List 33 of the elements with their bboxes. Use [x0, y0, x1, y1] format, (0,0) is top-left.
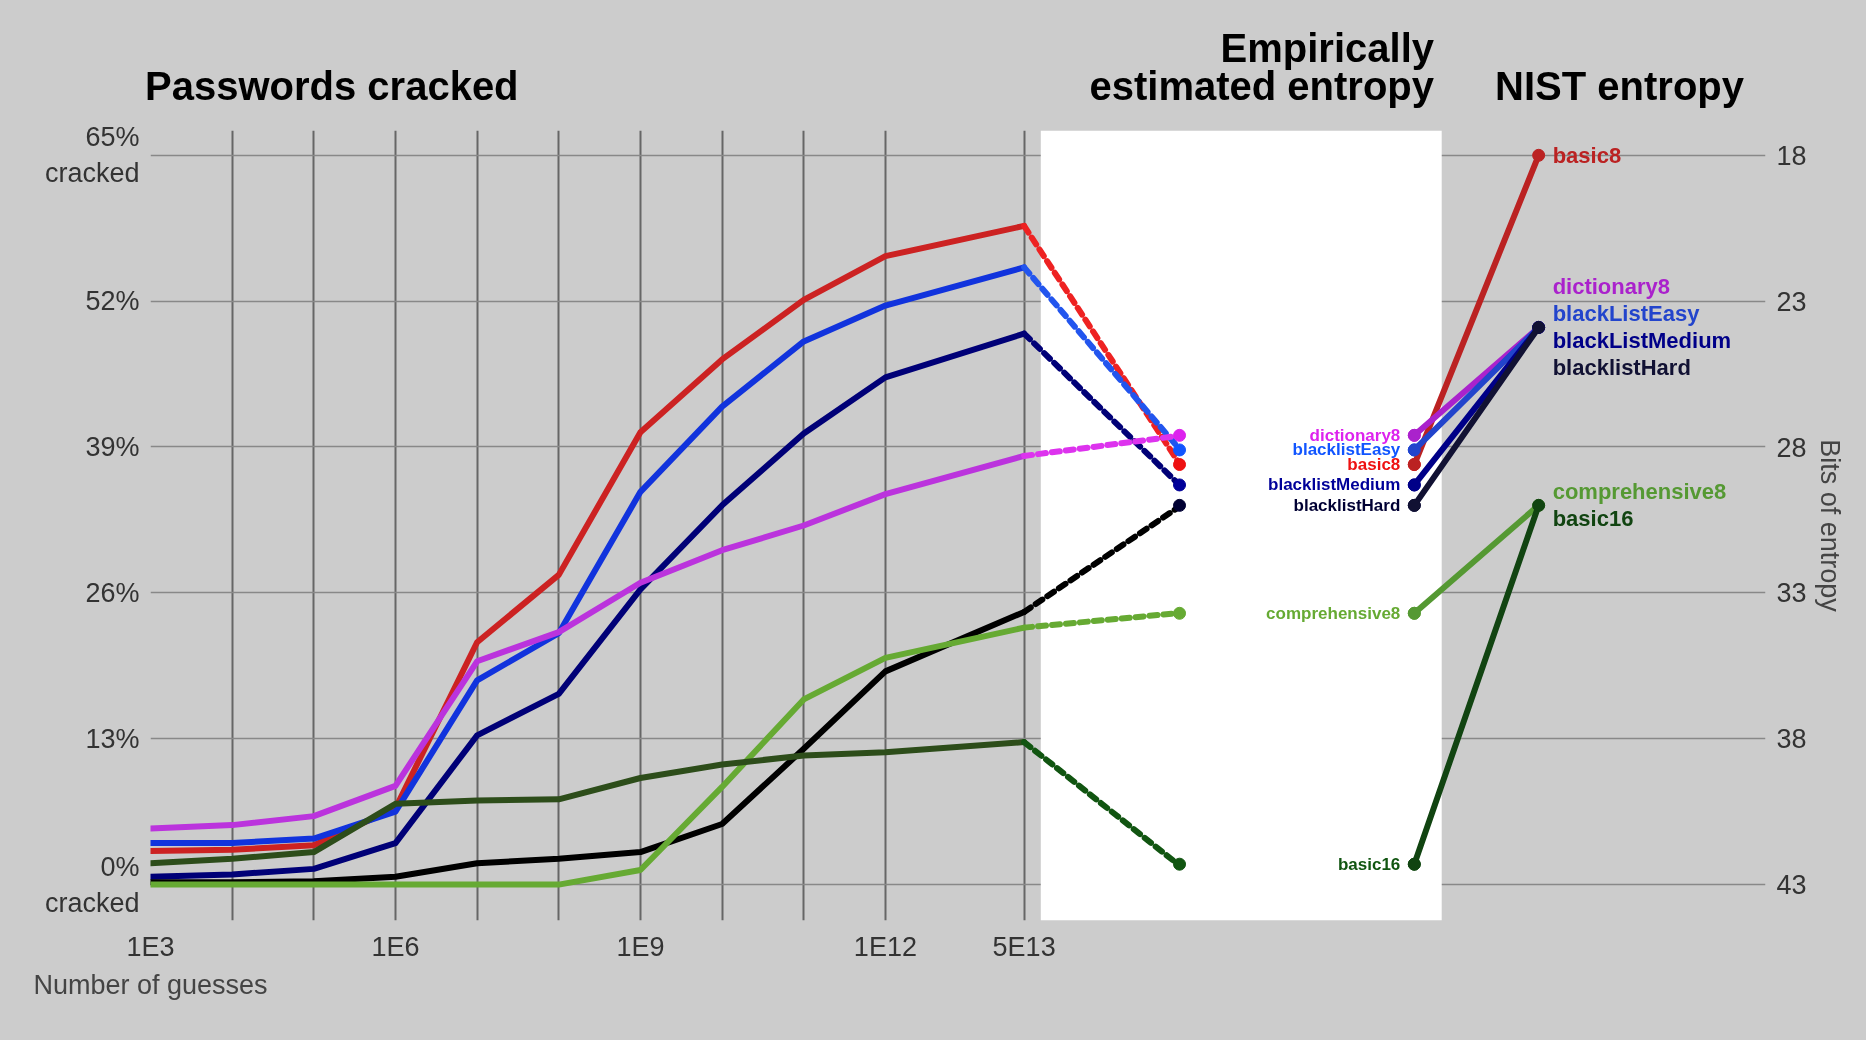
x-tick-label: 1E9 — [616, 931, 665, 962]
y-tick-label: 52% — [85, 286, 140, 317]
text: Empirically estimated entropy — [1089, 26, 1434, 108]
y2-tick-label: 38 — [1776, 724, 1807, 755]
series-label: dictionary8 — [1552, 274, 1671, 300]
text: NIST entropy — [1495, 64, 1744, 108]
x-axis-title: Number of guesses — [33, 969, 268, 1000]
x-tick-label: 1E6 — [371, 931, 420, 962]
y-tick-label: 39% — [85, 431, 140, 462]
y2-tick-label: 23 — [1776, 286, 1807, 317]
series-label: comprehensive8 — [1552, 479, 1727, 505]
chart-title: Passwords cracked — [145, 64, 519, 108]
x-tick-label: 1E3 — [126, 931, 175, 962]
series-label: blackListMedium — [1552, 328, 1732, 354]
series-label: basic8 — [1552, 142, 1622, 168]
x-tick-label: 1E12 — [853, 931, 917, 962]
y-tick-label: 0% cracked — [44, 851, 140, 918]
y2-tick-label: 43 — [1776, 870, 1807, 901]
series-label: blacklistHard — [1293, 495, 1401, 515]
series-label: blacklistHard — [1552, 355, 1691, 381]
series-label: comprehensive8 — [1266, 603, 1401, 623]
y2-tick-label: 18 — [1776, 140, 1807, 171]
y-tick-label: 26% — [85, 577, 140, 608]
series-label: blackListEasy — [1552, 301, 1701, 327]
y2-tick-label: 33 — [1776, 578, 1807, 609]
y2-axis-title: Bits of entropy — [1814, 439, 1845, 613]
y-tick-label: 13% — [85, 723, 140, 754]
series-label: blacklistMedium — [1268, 475, 1401, 495]
y-tick-label: 65% cracked — [44, 122, 140, 189]
series-label: basic16 — [1552, 506, 1634, 532]
y2-tick-label: 28 — [1776, 432, 1807, 463]
x-tick-label: 5E13 — [992, 931, 1056, 962]
series-label: basic16 — [1337, 854, 1401, 874]
